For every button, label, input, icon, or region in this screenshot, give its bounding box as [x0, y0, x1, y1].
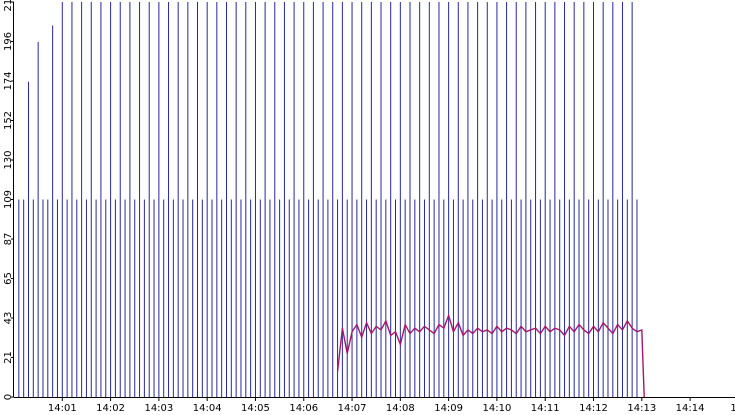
y-tick-label: 174	[3, 71, 14, 90]
y-tick-label: 109	[3, 190, 14, 209]
x-tick-label: 14:06	[289, 403, 318, 414]
x-tick-label: 14:08	[386, 403, 415, 414]
y-tick-label: 130	[3, 150, 14, 169]
y-tick-label: 43	[3, 312, 14, 325]
x-tick-label: 14:09	[434, 403, 463, 414]
x-tick-label: 14:14	[676, 403, 705, 414]
x-tick-label: 14:10	[483, 403, 512, 414]
y-tick-label: 87	[3, 233, 14, 246]
x-tick-label: 14:04	[193, 403, 222, 414]
y-tick-label: 152	[3, 111, 14, 130]
x-tick-label: 14:01	[48, 403, 77, 414]
x-tick-label: 14:03	[144, 403, 173, 414]
x-axis-band	[0, 397, 735, 415]
y-tick-label: 0	[3, 394, 14, 400]
y-tick-label: 218	[3, 0, 14, 12]
x-tick-label: 14:02	[96, 403, 125, 414]
series-line	[336, 313, 645, 398]
x-tick-label: 14:	[730, 403, 735, 414]
x-tick-label: 14:05	[241, 403, 270, 414]
x-tick-label: 14:07	[338, 403, 367, 414]
x-tick-label: 14:11	[531, 403, 560, 414]
x-tick-label: 14:12	[579, 403, 608, 414]
y-tick-label: 65	[3, 272, 14, 285]
y-tick-label: 21	[3, 351, 14, 364]
y-tick-label: 196	[3, 32, 14, 51]
x-tick-label: 14:13	[627, 403, 656, 414]
